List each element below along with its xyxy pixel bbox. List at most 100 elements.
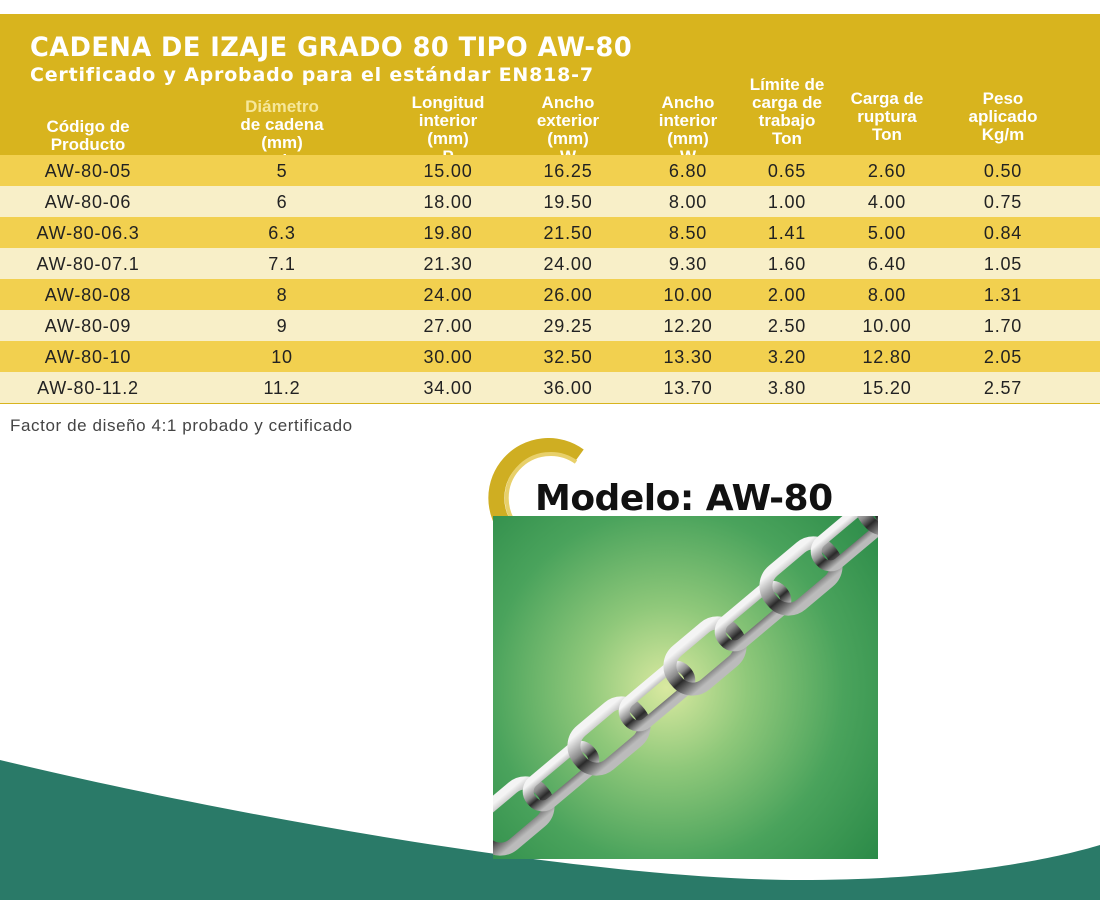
table-cell: 6.3 [268,223,296,243]
table-row: AW-80-07.1 7.1 21.30 24.00 9.30 1.60 6.40 1.05 [0,248,1100,279]
table-cell: 0.84 [983,223,1023,243]
table-cell: 2.60 [867,161,907,181]
table-cell: 1.70 [983,316,1023,336]
column-header-line: Límite de [749,75,825,94]
column-header-line: (mm) [667,129,709,148]
table-row: AW-80-06.3 6.3 19.80 21.50 8.50 1.41 5.00 0.84 [0,217,1100,248]
table-cell: 15.00 [423,161,473,181]
table-cell: 13.70 [663,378,713,398]
column-header-line: interior [418,111,478,130]
table-row: AW-80-05 5 15.00 16.25 6.80 0.65 2.60 0.50 [0,155,1100,186]
column-header: Peso aplicado Kg/m [943,90,1063,144]
column-header-line: Peso [982,89,1024,108]
chain-link [855,516,878,536]
chain-link [759,536,843,616]
column-header-line: Ancho [661,93,715,112]
chain-link [522,740,600,812]
chain-link [714,580,792,652]
model-label: Modelo: AW-80 [535,478,833,519]
column-header-line: (mm) [261,133,303,152]
table-cell: 2.00 [767,285,807,305]
table-cell: 19.50 [543,192,593,212]
table-cell: 2.05 [983,347,1023,367]
table-cell: 1.00 [767,192,807,212]
table-cell: 10 [271,347,293,367]
table-cell: 2.50 [767,316,807,336]
table-cell: 9.30 [668,254,708,274]
table-cell: 3.80 [767,378,807,398]
table-cell: 1.41 [767,223,807,243]
column-header-line: Código de [46,117,130,136]
table-cell: AW-80-08 [44,285,132,305]
table-row: AW-80-11.2 11.2 34.00 36.00 13.70 3.80 15.20 2.… [0,372,1100,403]
chain-link [567,696,651,776]
table-cell: 8.00 [867,285,907,305]
table-cell: 1.60 [767,254,807,274]
table-cell: AW-80-05 [44,161,132,181]
table-cell: 1.05 [983,254,1023,274]
table-cell: 9 [276,316,288,336]
table-cell: 26.00 [543,285,593,305]
table-cell: 1.31 [983,285,1023,305]
chain-image [493,516,878,856]
table-cell: 15.20 [862,378,912,398]
table-row: AW-80-08 8 24.00 26.00 10.00 2.00 8.00 1.31 [0,279,1100,310]
table-cell: 30.00 [423,347,473,367]
table-cell: 4.00 [867,192,907,212]
chain-link [810,516,878,572]
table-cell: AW-80-10 [44,347,132,367]
table-cell: AW-80-06.3 [36,223,140,243]
table-cell: 12.80 [862,347,912,367]
table-cell: 12.20 [663,316,713,336]
column-header-line: aplicado [968,107,1038,126]
table-cell: 0.75 [983,192,1023,212]
column-header-line: trabajo [758,111,816,130]
chain-link [493,776,555,856]
column-header-line: ruptura [857,107,917,126]
table-cell: 24.00 [423,285,473,305]
column-header-line: Kg/m [981,125,1025,144]
table-cell: 32.50 [543,347,593,367]
table-cell: 3.20 [767,347,807,367]
column-header-line: Longitud [411,93,485,112]
table-cell: 8 [276,285,288,305]
table-cell: AW-80-06 [44,192,132,212]
chain-photo [493,516,878,859]
table-cell: 6.80 [668,161,708,181]
column-header-line: carga de [752,93,822,112]
column-header-line: de cadena [240,115,324,134]
column-header-line: Carga de [850,89,924,108]
table-cell: 10.00 [663,285,713,305]
table-cell: 0.65 [767,161,807,181]
column-header-line: exterior [536,111,600,130]
table-cell: 18.00 [423,192,473,212]
column-header: Código de Producto [28,118,148,154]
table-cell: 2.57 [983,378,1023,398]
table-cell: 24.00 [543,254,593,274]
column-header-line: Ancho [541,93,595,112]
chain-link [663,616,747,696]
table-cell: 21.30 [423,254,473,274]
table-cell: 16.25 [543,161,593,181]
table-row: AW-80-09 9 27.00 29.25 12.20 2.50 10.00 1.70 [0,310,1100,341]
column-header-line: interior [658,111,718,130]
table-cell: 36.00 [543,378,593,398]
page-subtitle: Certificado y Aprobado para el estándar … [30,64,594,86]
column-header-line: (mm) [547,129,589,148]
table-cell: 8.00 [668,192,708,212]
table-cell: 10.00 [862,316,912,336]
table-cell: 11.2 [263,378,301,398]
table-cell: 21.50 [543,223,593,243]
table-cell: 29.25 [543,316,593,336]
table-cell: 27.00 [423,316,473,336]
chain-link [618,660,696,732]
column-header-line: (mm) [427,129,469,148]
table-cell: 7.1 [268,254,296,274]
table-row: AW-80-10 10 30.00 32.50 13.30 3.20 12.80 2.05 [0,341,1100,372]
table-cell: 0.50 [983,161,1023,181]
table-cell: 19.80 [423,223,473,243]
table-cell: AW-80-07.1 [36,254,140,274]
